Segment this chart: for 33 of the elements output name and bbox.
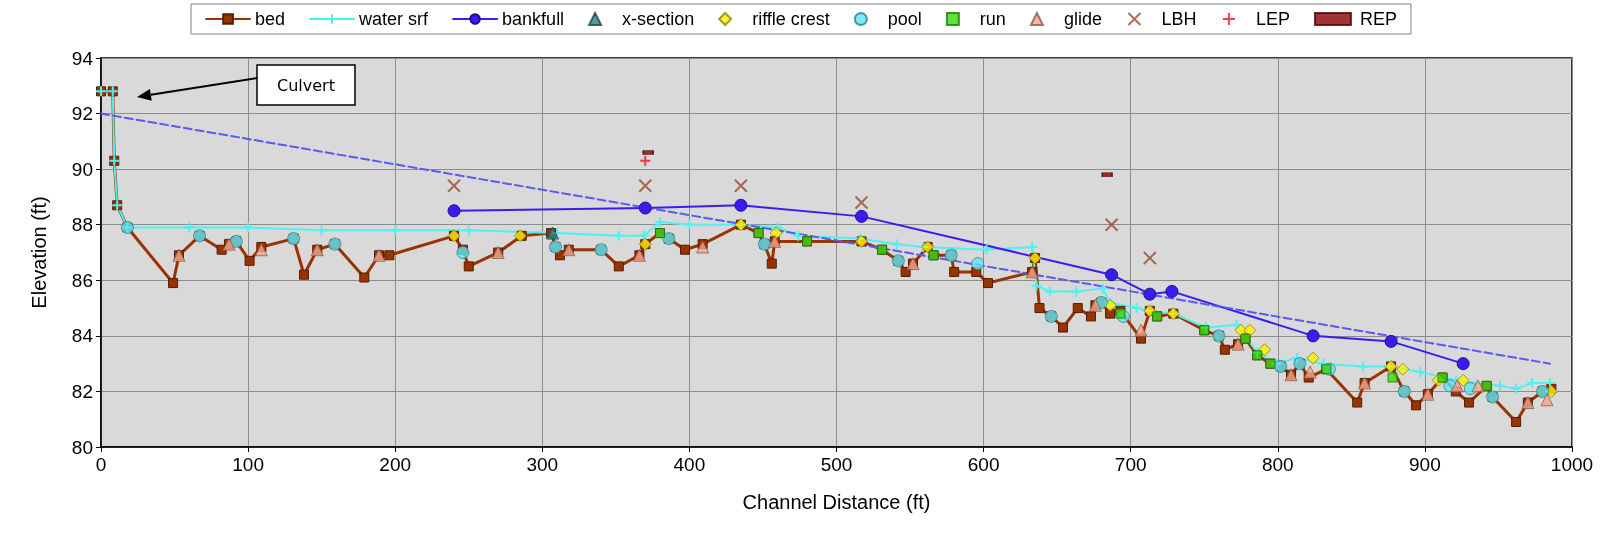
legend-label: water srf: [358, 9, 430, 29]
x-tick-label: 1000: [1550, 454, 1594, 475]
y-tick-label: 92: [71, 103, 93, 125]
x-tick-label: 700: [1114, 454, 1147, 475]
x-tick-label: 200: [379, 454, 412, 475]
legend-label: LEP: [1255, 9, 1290, 29]
legend-label: run: [979, 9, 1006, 29]
x-tick-label: 600: [967, 454, 1000, 475]
x-tick-label: 300: [526, 454, 559, 475]
annotation: Culvert: [277, 75, 335, 95]
x-tick-label: 500: [820, 454, 853, 475]
x-tick-label: 0: [95, 454, 107, 475]
y-tick-label: 90: [71, 158, 93, 180]
x-tick-label: 100: [232, 454, 264, 475]
legend-label: riffle crest: [752, 9, 830, 29]
y-tick-label: 88: [71, 214, 93, 236]
legend-label: pool: [887, 9, 922, 29]
x-tick-label: 400: [673, 454, 706, 475]
x-tick-label: 900: [1409, 454, 1441, 475]
y-tick-label: 80: [71, 436, 93, 458]
x-tick-label: 800: [1261, 454, 1294, 475]
x-axis-title: Channel Distance (ft): [742, 491, 931, 513]
legend-label: REP: [1359, 9, 1397, 29]
legend-label: bed: [255, 9, 286, 29]
legend-label: bankfull: [502, 9, 565, 29]
y-tick-label: 86: [71, 269, 93, 291]
y-tick-label: 94: [71, 47, 94, 69]
y-tick-label: 84: [71, 325, 94, 347]
y-tick-label: 82: [71, 380, 93, 402]
y-axis-title: Elevation (ft): [28, 196, 50, 309]
legend-label: glide: [1063, 9, 1102, 29]
legend-label: x-section: [622, 9, 695, 29]
legend-label: LBH: [1161, 9, 1197, 29]
